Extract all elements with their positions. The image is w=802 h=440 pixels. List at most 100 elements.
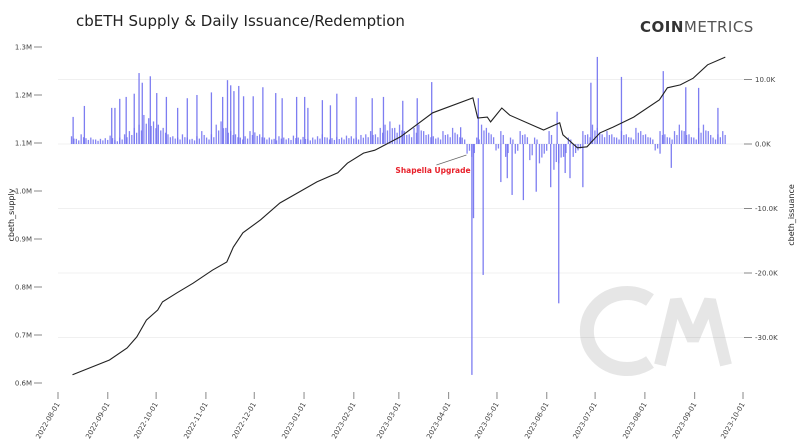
issuance-bar [230,85,232,144]
x-tick-label: 2022-12-01 [231,401,258,440]
issuance-bars [70,56,726,375]
issuance-bar [461,137,463,144]
issuance-bar [345,135,348,144]
issuance-bar [500,144,502,183]
issuance-bar [690,137,693,144]
issuance-bar [536,139,538,144]
issuance-bar [82,137,85,144]
issuance-bar [460,127,462,144]
issuance-bar [268,137,270,144]
issuance-bar [531,144,533,156]
issuance-bar [514,144,516,154]
issuance-bar [111,138,114,144]
issuance-bar [285,139,287,144]
y-right-tick-label: -10.0K [755,205,778,213]
issuance-bar [111,107,113,144]
issuance-bar [307,107,309,144]
issuance-bar [75,138,77,144]
issuance-bar [128,131,131,144]
issuance-bar [654,144,656,151]
issuance-bar [156,93,158,144]
issuance-bar [705,130,707,144]
issuance-bar [519,131,521,144]
issuance-bar [312,137,314,144]
issuance-bar [401,130,403,144]
issuance-bar [558,144,560,304]
y-left-tick-label: 0.9M [15,236,32,244]
issuance-bar [671,139,673,144]
issuance-bar [181,134,184,144]
issuance-bar [246,138,249,144]
issuance-bar [164,132,167,144]
y-right-tick-label: -20.0K [755,270,778,278]
issuance-bar [543,144,545,154]
issuance-bar [266,139,268,144]
issuance-bar [338,139,340,144]
y-right-tick-label: 0.0K [755,141,771,149]
issuance-bar [355,96,357,144]
issuance-bar [290,139,292,144]
issuance-bar [562,144,565,157]
issuance-bar [656,144,659,149]
x-tick-label: 2023-06-01 [523,401,550,440]
issuance-bar [104,138,106,144]
issuance-bar [606,131,608,144]
issuance-bar [714,139,717,144]
issuance-bar [416,98,418,144]
issuance-bar [222,96,224,144]
x-tick-label: 2023-07-01 [572,401,599,440]
issuance-bar [391,128,393,144]
issuance-bar [628,137,630,144]
issuance-bar [398,124,401,144]
issuance-bar [341,137,343,144]
issuance-bar [560,144,562,158]
issuance-bar [150,125,152,144]
issuance-bar [550,134,553,144]
issuance-bar [304,139,307,144]
issuance-bar [488,132,490,144]
y-left-tick-label: 0.7M [15,332,32,340]
issuance-bar [507,144,509,154]
issuance-bar [673,131,676,144]
issuance-bar [483,130,485,144]
issuance-bar [466,144,468,154]
issuance-bar [148,118,150,144]
issuance-bar [99,138,102,144]
issuance-bar [90,137,92,144]
issuance-bar [242,96,245,144]
issuance-bar [632,139,635,144]
logo-bold: COIN [640,18,684,36]
issuance-bar [343,139,345,144]
issuance-bar [227,132,229,144]
issuance-bar [618,139,620,144]
issuance-bar [382,132,384,144]
annotation-text: Shapella Upgrade [395,166,470,175]
issuance-bar [652,139,654,144]
issuance-bar [157,124,159,144]
issuance-bar [623,134,625,144]
issuance-bar [425,134,427,144]
issuance-bar [326,137,328,144]
issuance-bar [420,130,422,144]
issuance-bar [72,116,74,144]
shapella-annotation: Shapella Upgrade [395,154,471,175]
issuance-bar [524,134,526,144]
issuance-bar [572,144,574,157]
issuance-bar [456,134,459,144]
issuance-bar [336,93,338,144]
issuance-bar [140,130,143,144]
issuance-bar [362,137,365,144]
issuance-bar [225,127,227,144]
issuance-bar [533,137,536,144]
issuance-bar [94,139,97,144]
issuance-bar [278,136,280,144]
issuance-bar [172,136,174,144]
issuance-bar [155,128,157,144]
issuance-bar [454,132,456,144]
issuance-bar [367,137,369,144]
issuance-bar [280,138,283,144]
x-tick-label: 2023-03-01 [375,401,402,440]
issuance-bar [126,137,128,144]
issuance-bar [630,137,632,144]
issuance-bar [73,138,75,144]
